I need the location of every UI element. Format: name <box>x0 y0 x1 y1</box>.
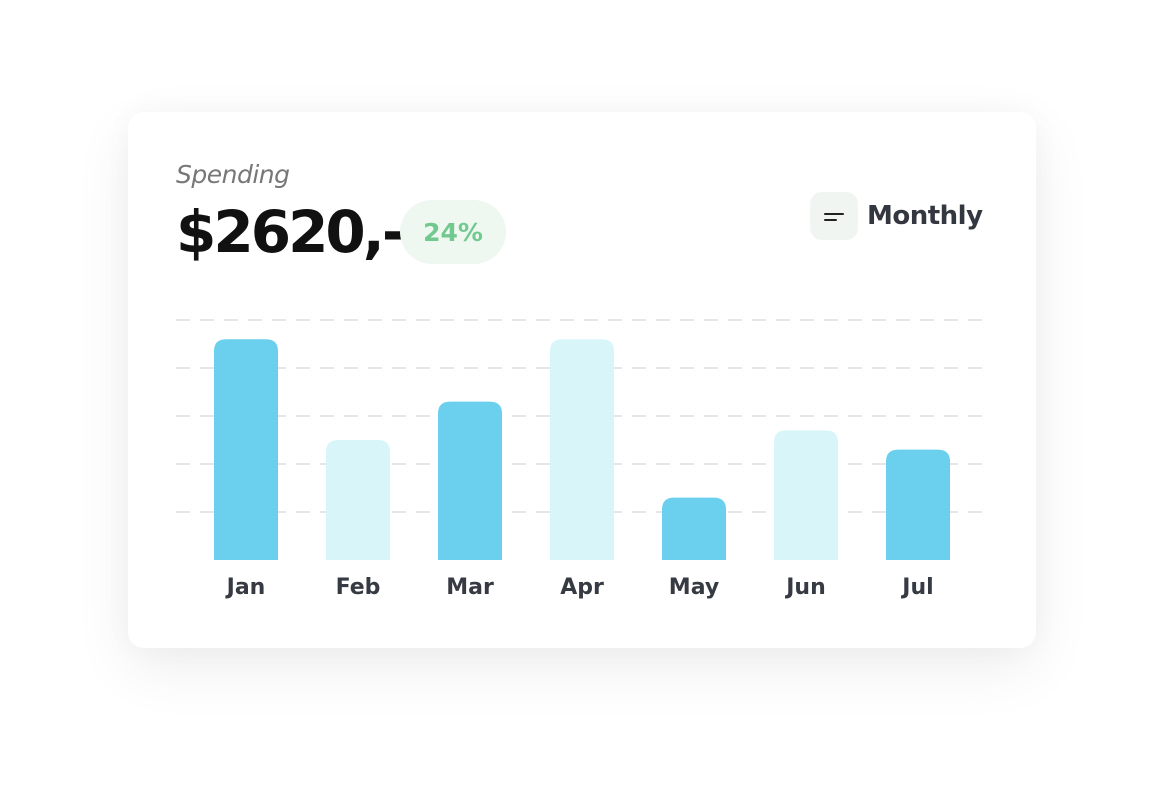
x-tick-label: Jan <box>225 575 266 600</box>
bar-jan[interactable] <box>214 339 278 560</box>
bar-mar[interactable] <box>438 401 502 560</box>
x-tick-label: Apr <box>560 575 604 600</box>
spending-amount: $2620,- <box>176 198 406 266</box>
bar-jul[interactable] <box>886 449 950 560</box>
period-label: Monthly <box>867 201 983 231</box>
bar-feb[interactable] <box>326 440 390 560</box>
bar-jun[interactable] <box>774 430 838 560</box>
x-tick-label: Jun <box>784 575 826 600</box>
period-select-button[interactable]: Monthly <box>810 192 983 240</box>
x-tick-label: Feb <box>336 575 381 600</box>
x-tick-label: Mar <box>446 575 494 600</box>
card-subtitle: Spending <box>176 160 290 189</box>
bar-apr[interactable] <box>550 339 614 560</box>
x-tick-label: May <box>669 575 719 600</box>
change-badge: 24% <box>400 200 506 264</box>
x-tick-label: Jul <box>900 575 933 600</box>
bar-may[interactable] <box>662 497 726 560</box>
filter-lines-icon <box>810 192 858 240</box>
